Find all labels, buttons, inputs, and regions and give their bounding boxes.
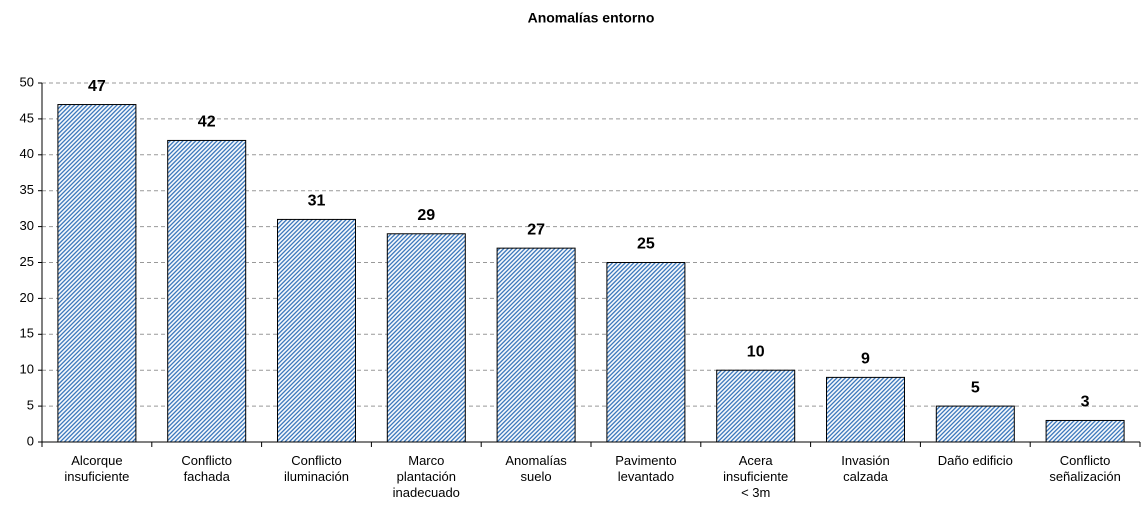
- x-tick-label: Anomalías suelo: [505, 453, 567, 484]
- x-tick-label: Acera insuficiente < 3m: [723, 453, 788, 500]
- x-tick-label-line: insuficiente: [64, 469, 129, 484]
- bar: [57, 104, 137, 443]
- value-label: 3: [1081, 394, 1090, 411]
- y-tick-label: 0: [27, 433, 34, 448]
- x-tick-label: Pavimento levantado: [615, 453, 676, 484]
- bar: [716, 369, 796, 443]
- value-label: 29: [417, 207, 435, 224]
- y-tick-label: 35: [20, 182, 34, 197]
- bar: [277, 218, 356, 443]
- bar: [606, 262, 686, 443]
- value-label: 9: [861, 351, 870, 368]
- x-tick-label-line: < 3m: [741, 485, 770, 500]
- bar: [167, 139, 247, 443]
- x-tick-label-line: insuficiente: [723, 469, 788, 484]
- value-label: 25: [637, 236, 655, 253]
- value-label: 5: [971, 379, 980, 396]
- chart-title: Anomalías entorno: [528, 10, 655, 26]
- x-tick-label: Daño edificio: [938, 453, 1013, 468]
- x-tick-label: Conflicto fachada: [181, 453, 232, 484]
- x-tick-label: Conflicto señalización: [1049, 453, 1121, 484]
- x-tick-label-line: Marco: [408, 453, 444, 468]
- x-tick-label-line: Acera: [739, 453, 774, 468]
- y-tick-label: 25: [20, 254, 34, 269]
- value-label: 42: [198, 114, 216, 131]
- x-tick-label-line: inadecuado: [393, 485, 460, 500]
- value-label: 27: [527, 221, 545, 238]
- x-tick-label-line: fachada: [184, 469, 231, 484]
- value-label: 47: [88, 78, 106, 95]
- bar: [1045, 419, 1125, 443]
- y-tick-label: 50: [20, 74, 34, 89]
- y-tick-label: 15: [20, 326, 34, 341]
- y-tick-label: 40: [20, 146, 34, 161]
- x-tick-label-line: suelo: [521, 469, 552, 484]
- value-label: 31: [308, 193, 326, 210]
- bar: [496, 247, 576, 443]
- x-tick-label: Marco plantación inadecuado: [393, 453, 460, 500]
- y-tick-label: 5: [27, 398, 34, 413]
- value-label: 10: [747, 343, 765, 360]
- x-tick-label-line: Anomalías: [505, 453, 567, 468]
- x-tick-label: Invasión calzada: [841, 453, 889, 484]
- y-tick-label: 20: [20, 290, 34, 305]
- bar: [935, 405, 1015, 443]
- x-tick-label: Alcorque insuficiente: [64, 453, 129, 484]
- y-tick-label: 30: [20, 218, 34, 233]
- x-tick-label-line: Invasión: [841, 453, 889, 468]
- x-tick-label-line: Conflicto: [181, 453, 232, 468]
- x-tick-label-line: plantación: [397, 469, 456, 484]
- y-tick-label: 45: [20, 110, 34, 125]
- x-tick-label-line: señalización: [1049, 469, 1121, 484]
- x-tick-label-line: Alcorque: [71, 453, 122, 468]
- bar: [386, 233, 466, 443]
- x-tick-label-line: levantado: [618, 469, 674, 484]
- x-tick-label-line: Conflicto: [291, 453, 342, 468]
- x-tick-label-line: Conflicto: [1060, 453, 1111, 468]
- x-tick-label-line: Pavimento: [615, 453, 676, 468]
- x-tick-label: Conflicto iluminación: [284, 453, 349, 484]
- x-tick-label-line: calzada: [843, 469, 889, 484]
- x-tick-label-line: iluminación: [284, 469, 349, 484]
- bar: [826, 376, 905, 443]
- y-tick-label: 10: [20, 362, 34, 377]
- x-tick-label-line: Daño edificio: [938, 453, 1013, 468]
